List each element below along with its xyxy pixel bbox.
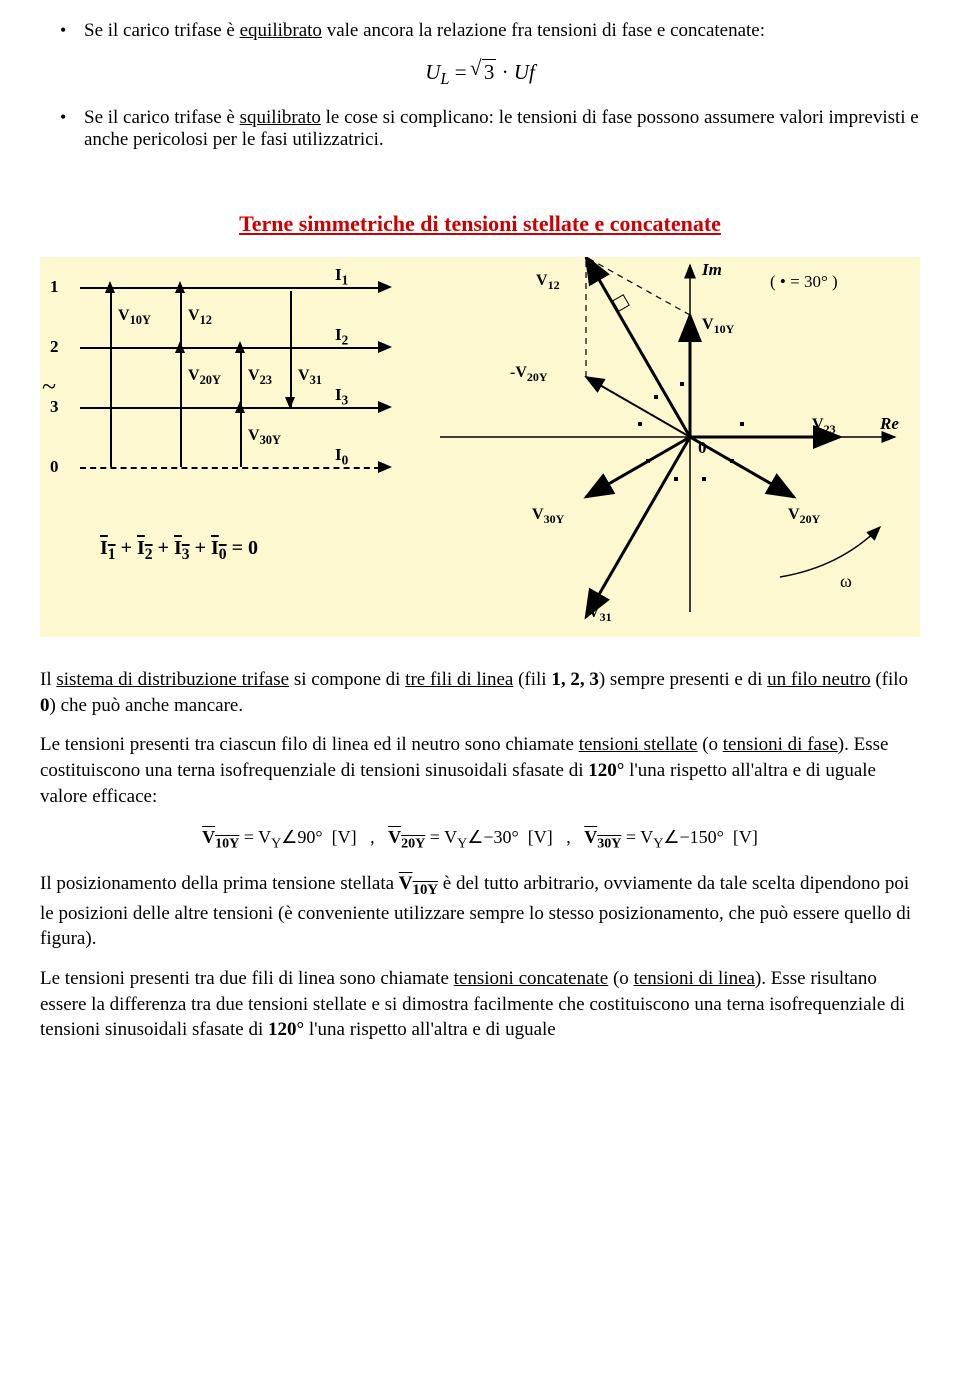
svg-text:( • = 30° ): ( • = 30° ) [770, 272, 838, 291]
bullet2-text-a: Se il carico trifase è [84, 107, 240, 128]
svg-text:ω: ω [840, 571, 852, 591]
svg-text:V10Y: V10Y [702, 316, 735, 336]
para-2: Le tensioni presenti tra ciascun filo di… [40, 732, 920, 809]
circuit-diagram: 1 I1 2 I2 3 I3 0 I0 ~ V10Y V12 [40, 257, 430, 637]
para-4: Le tensioni presenti tra due fili di lin… [40, 966, 920, 1043]
svg-text:-V20Y: -V20Y [510, 364, 548, 384]
svg-text:V30Y: V30Y [532, 506, 565, 526]
equation-stellate: V10Y = VY∠90° [V] , V20Y = VY∠−30° [V] ,… [40, 827, 920, 853]
svg-text:V23: V23 [812, 416, 836, 436]
bullet-2: Se il carico trifase è squilibrato le co… [60, 107, 920, 151]
formula-1: UL = √3 · Uf [40, 60, 920, 89]
bullet-list: Se il carico trifase è equilibrato vale … [60, 20, 920, 42]
bullet1-text-c: vale ancora la relazione fra tensioni di… [322, 20, 765, 41]
para-1: Il sistema di distribuzione trifase si c… [40, 667, 920, 718]
section-title: Terne simmetriche di tensioni stellate e… [40, 211, 920, 237]
phasor-diagram: Im Re 0 ( • = 30° ) V10Y V20Y V30Y -V20Y [430, 257, 920, 637]
svg-text:V20Y: V20Y [788, 506, 821, 526]
para-3: Il posizionamento della prima tensione s… [40, 871, 920, 952]
bullet1-text-b: equilibrato [240, 20, 322, 41]
svg-text:Re: Re [879, 414, 899, 433]
bullet2-text-b: squilibrato [240, 107, 321, 128]
diagram-container: 1 I1 2 I2 3 I3 0 I0 ~ V10Y V12 [40, 257, 920, 637]
svg-text:Im: Im [701, 260, 722, 279]
bullet-1: Se il carico trifase è equilibrato vale … [60, 20, 920, 42]
bullet-list-2: Se il carico trifase è squilibrato le co… [60, 107, 920, 151]
circuit-equation: I1 + I2 + I3 + I0 = 0 [100, 537, 258, 564]
svg-text:V31: V31 [588, 604, 612, 624]
svg-text:V12: V12 [536, 272, 560, 292]
bullet1-text-a: Se il carico trifase è [84, 20, 240, 41]
